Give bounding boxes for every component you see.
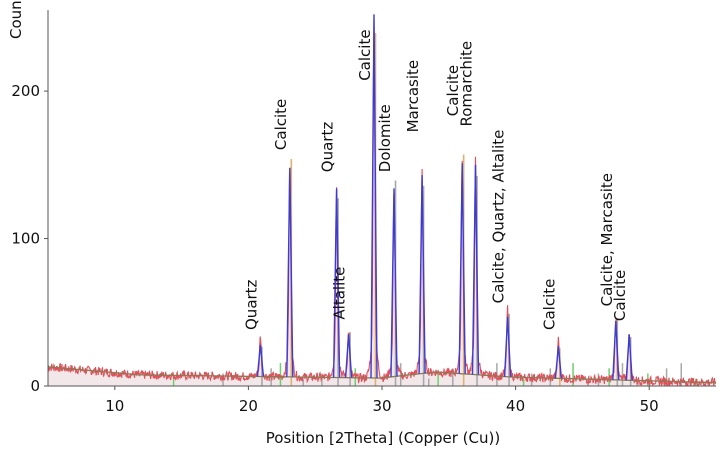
peak-annotation: Romarchite	[458, 41, 476, 127]
observed-pattern-layer	[47, 20, 717, 387]
fit-peak	[332, 188, 341, 378]
peak-annotation: Calcite	[540, 279, 558, 330]
fit-peak	[418, 175, 426, 374]
peak-sticks-layer	[256, 14, 633, 381]
y-tick-label: 100	[11, 230, 40, 248]
fit-peak	[286, 167, 294, 377]
x-axis-title: Position [2Theta] (Copper (Cu))	[266, 429, 500, 447]
peak-annotation: Calcite, Quartz, Altalite	[490, 130, 508, 304]
y-tick-label: 0	[30, 377, 40, 395]
peak-annotation: Calcite, Marcasite	[598, 173, 616, 306]
peak-annotation: Altalite	[331, 267, 349, 320]
fit-peak	[370, 14, 378, 379]
fit-peak	[612, 321, 620, 380]
x-tick-label: 20	[239, 397, 258, 415]
fit-peak	[256, 344, 265, 377]
peak-annotation: Quartz	[242, 279, 260, 330]
fit-peak	[625, 334, 633, 381]
x-tick-label: 50	[640, 397, 659, 415]
background-curve	[47, 366, 716, 383]
reference-lines-layer	[172, 33, 697, 386]
peak-annotation: Marcasite	[404, 60, 422, 133]
y-axis-title: Counts	[7, 0, 25, 39]
peak-annotation: Quartz	[319, 122, 337, 173]
peak-annotation: Calcite	[444, 65, 462, 116]
x-tick-label: 40	[506, 397, 525, 415]
axes-layer	[44, 10, 716, 390]
peak-annotations-layer: Quartz Calcite Quartz Altalite Calcite Dolomi…	[242, 29, 629, 330]
x-tick-label: 10	[105, 397, 124, 415]
fit-peak	[471, 164, 480, 375]
peak-annotation: Calcite	[272, 99, 290, 150]
peak-annotation: Calcite	[611, 270, 629, 321]
fit-peak	[503, 316, 512, 377]
fit-peak	[390, 188, 398, 377]
fit-peak	[554, 346, 563, 379]
fit-peak	[458, 163, 466, 374]
tick-labels-layer: 0 100 200 10 20 30 40 50	[11, 82, 658, 415]
peak-annotation: Calcite	[356, 29, 374, 80]
peak-annotation: Dolomite	[376, 104, 394, 172]
x-tick-label: 30	[372, 397, 391, 415]
fit-peak	[344, 334, 353, 378]
y-tick-label: 200	[11, 82, 40, 100]
